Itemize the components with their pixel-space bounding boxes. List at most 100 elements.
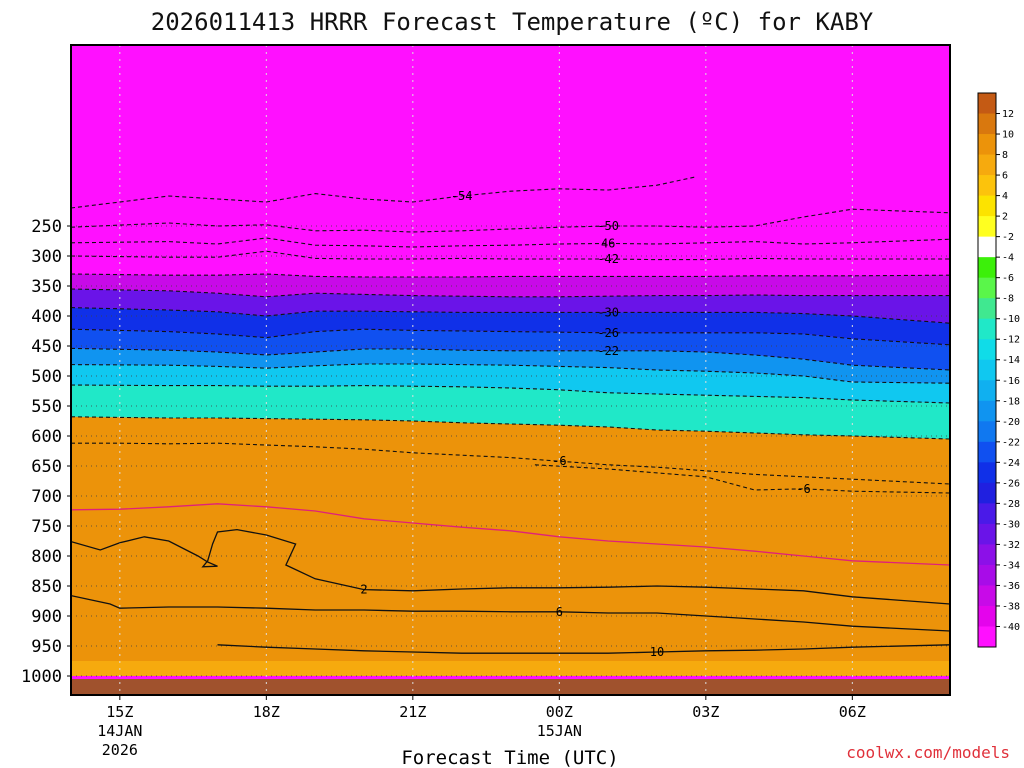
contour-label-7: -26 <box>597 326 619 340</box>
colorbar-label-0: 12 <box>1002 109 1014 120</box>
contour-6 <box>71 307 950 324</box>
contour-3 <box>71 250 950 261</box>
y-tick-950: 950 <box>31 637 62 657</box>
colorbar-label-17: -24 <box>1002 458 1020 469</box>
colorbar-label-20: -30 <box>1002 519 1020 530</box>
temperature-fill-regions <box>71 175 950 695</box>
region-band-5 <box>71 348 950 384</box>
contour-label-2: 46 <box>601 236 615 250</box>
x-tick-21Z: 21Z <box>399 703 426 721</box>
colorbar-swatch-21 <box>978 523 996 545</box>
colorbar-swatch-20 <box>978 503 996 525</box>
contour-label-13: -6 <box>796 482 810 496</box>
contour-14 <box>71 503 950 566</box>
x-tick-15Z: 15Z <box>106 703 133 721</box>
region-band-1 <box>71 274 950 297</box>
contour-13 <box>534 464 950 494</box>
colorbar-label-14: -18 <box>1002 396 1020 407</box>
contour-label-1: -50 <box>597 219 619 233</box>
pressure-axis: 250 300 350 400 450 500 550 600 650 700 750 800 850 9… <box>21 217 71 687</box>
y-tick-600: 600 <box>31 427 62 447</box>
y-tick-500: 500 <box>31 367 62 387</box>
region-band-0 <box>71 175 950 277</box>
contour-label-16: 6 <box>556 605 563 619</box>
colorbar-swatch-25 <box>978 605 996 627</box>
contour-label-15: 2 <box>360 583 367 597</box>
contour-0 <box>71 176 697 209</box>
colorbar-label-12: -14 <box>1002 355 1020 366</box>
contour-1 <box>71 208 950 233</box>
contour-16 <box>71 594 950 632</box>
colorbar-label-4: 4 <box>1002 191 1008 202</box>
x-tick-year-15Z: 2026 <box>102 741 138 759</box>
colorbar-swatch-4 <box>978 175 996 197</box>
colorbar-label-24: -38 <box>1002 601 1020 612</box>
colorbar-swatch-7 <box>978 236 996 258</box>
contour-12 <box>71 442 950 485</box>
x-axis-title: Forecast Time (UTC) <box>401 747 618 768</box>
colorbar-label-23: -36 <box>1002 581 1020 592</box>
colorbar-swatch-23 <box>978 564 996 586</box>
region-band-13 <box>71 416 950 661</box>
colorbar-label-11: -12 <box>1002 335 1020 346</box>
y-tick-450: 450 <box>31 337 62 357</box>
colorbar-frame <box>977 92 997 648</box>
x-tick-06Z: 06Z <box>839 703 866 721</box>
colorbar-label-10: -10 <box>1002 314 1020 325</box>
y-tick-900: 900 <box>31 607 62 627</box>
colorbar-swatch-12 <box>978 339 996 361</box>
colorbar-label-19: -28 <box>1002 499 1020 510</box>
colorbar-label-9: -8 <box>1002 294 1014 305</box>
colorbar-swatch-17 <box>978 441 996 463</box>
colorbar-label-15: -20 <box>1002 417 1020 428</box>
contour-label-6: -30 <box>597 305 619 319</box>
colorbar-label-2: 8 <box>1002 150 1008 161</box>
y-tick-300: 300 <box>31 247 62 267</box>
colorbar-swatch-3 <box>978 154 996 176</box>
colorbar-label-18: -26 <box>1002 478 1020 489</box>
contour-label-12: -6 <box>552 454 566 468</box>
plot-frame <box>70 44 951 696</box>
y-tick-750: 750 <box>31 517 62 537</box>
colorbar-label-5: 2 <box>1002 212 1008 223</box>
y-tick-1000: 1000 <box>21 667 62 687</box>
contour-labels: -54 -50 46 -42 -30 -26 -22 -6 -6 2 6 10 <box>360 189 810 659</box>
ground-strip <box>71 679 950 695</box>
colorbar-swatch-6 <box>978 216 996 238</box>
colorbar-swatch-1 <box>978 113 996 135</box>
colorbar-swatch-10 <box>978 298 996 320</box>
colorbar-swatch-14 <box>978 380 996 402</box>
contour-2 <box>71 237 950 248</box>
contour-label-0: -54 <box>451 189 473 203</box>
y-tick-700: 700 <box>31 487 62 507</box>
colorbar-label-1: 10 <box>1002 130 1014 141</box>
contour-label-8: -22 <box>597 344 619 358</box>
colorbar-label-22: -34 <box>1002 560 1020 571</box>
colorbar-label-3: 6 <box>1002 171 1008 182</box>
y-tick-400: 400 <box>31 307 62 327</box>
contour-15 <box>71 528 950 605</box>
colorbar-label-13: -16 <box>1002 376 1020 387</box>
y-tick-850: 850 <box>31 577 62 597</box>
contour-8 <box>71 347 950 371</box>
x-tick-date-15Z: 14JAN <box>97 722 142 740</box>
contour-17 <box>217 644 950 654</box>
chart-title: 2026011413 HRRR Forecast Temperature (ºC… <box>151 8 874 36</box>
colorbar-swatch-16 <box>978 421 996 443</box>
colorbar-swatch-2 <box>978 134 996 156</box>
colorbar-swatch-8 <box>978 257 996 279</box>
colorbar-label-7: -4 <box>1002 253 1014 264</box>
plot-area: -54 -50 46 -42 -30 -26 -22 -6 -6 2 6 10 <box>71 45 950 695</box>
x-tick-00Z: 00Z <box>546 703 573 721</box>
contour-9 <box>71 363 950 384</box>
region-band-2 <box>71 289 950 324</box>
colorbar-label-6: -2 <box>1002 232 1014 243</box>
colorbar-swatch-18 <box>978 462 996 484</box>
colorbar-swatch-19 <box>978 482 996 504</box>
contour-lines <box>71 176 950 654</box>
colorbar-swatch-5 <box>978 195 996 217</box>
contour-label-17: 10 <box>650 645 664 659</box>
contour-11 <box>71 416 950 440</box>
x-tick-date-00Z: 15JAN <box>537 722 582 740</box>
